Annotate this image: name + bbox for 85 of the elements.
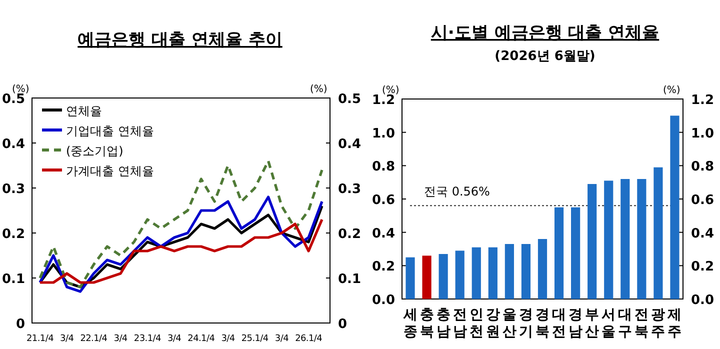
bar bbox=[422, 256, 432, 299]
x-tick-label: 서울 bbox=[602, 307, 616, 340]
x-tick-label: 제주 bbox=[666, 307, 682, 340]
x-tick-label: 3/4 bbox=[114, 334, 128, 344]
bar bbox=[620, 179, 630, 299]
chart-title: 예금은행 대출 연체율 추이 bbox=[78, 30, 282, 50]
bar bbox=[488, 247, 498, 299]
line-series bbox=[38, 218, 324, 284]
bar bbox=[504, 244, 514, 299]
bar bbox=[554, 207, 564, 299]
x-tick-label: 강원 bbox=[486, 307, 500, 340]
bar bbox=[538, 239, 548, 299]
x-tick-label: 26.1/4 bbox=[295, 334, 323, 344]
line-series bbox=[38, 160, 324, 288]
y2-tick-label: 1.2 bbox=[691, 93, 714, 108]
bar bbox=[604, 180, 614, 299]
y2-tick-label: 0.4 bbox=[338, 137, 362, 152]
legend-label: (중소기업) bbox=[66, 144, 124, 158]
y2-tick-label: 0.1 bbox=[338, 272, 362, 287]
x-tick-label: 경기 bbox=[518, 307, 533, 340]
y-tick-label: 0.6 bbox=[372, 193, 395, 208]
x-tick-label: 21.1/4 bbox=[26, 334, 54, 344]
x-tick-label: 세종 bbox=[402, 307, 418, 340]
x-tick-label: 전남 bbox=[452, 307, 467, 340]
y2-tick-label: 0.2 bbox=[338, 227, 362, 242]
x-tick-label: 경남 bbox=[568, 307, 583, 340]
y-tick-label: 1.2 bbox=[372, 93, 395, 108]
x-tick-label: 광주 bbox=[651, 307, 666, 340]
y-tick-label: 0.2 bbox=[372, 260, 395, 275]
y-tick-label: 0.4 bbox=[2, 137, 25, 152]
y-tick-label: 0.2 bbox=[2, 227, 25, 242]
x-tick-label: 22.1/4 bbox=[80, 334, 108, 344]
chart-title: 시·도별 예금은행 대출 연체율 bbox=[430, 23, 660, 43]
y2-tick-label: 0.6 bbox=[691, 193, 714, 208]
x-tick-label: 울산 bbox=[502, 307, 516, 340]
y2-tick-label: 1.0 bbox=[691, 126, 714, 142]
x-tick-label: 인천 bbox=[469, 307, 484, 340]
bar bbox=[455, 250, 464, 299]
y2-tick-label: 0.5 bbox=[338, 92, 362, 107]
bar bbox=[438, 254, 448, 299]
x-tick-label: 3/4 bbox=[167, 334, 182, 344]
y-tick-label: 1.0 bbox=[372, 126, 395, 142]
y-tick-label: 0.4 bbox=[372, 226, 395, 242]
bar bbox=[472, 247, 481, 299]
x-tick-label: 25.1/4 bbox=[241, 334, 269, 344]
bar bbox=[654, 167, 663, 299]
y-tick-label: 0.8 bbox=[372, 160, 395, 175]
bar bbox=[406, 257, 415, 299]
bar bbox=[521, 244, 531, 299]
y2-tick-label: 0.3 bbox=[338, 182, 362, 197]
x-tick-label: 부산 bbox=[585, 307, 600, 340]
y-axis-title: (%) bbox=[12, 84, 30, 95]
bar bbox=[670, 116, 680, 299]
y-tick-label: 0.5 bbox=[2, 92, 25, 107]
y-tick-label: 0.1 bbox=[2, 272, 25, 287]
y2-axis-title: (%) bbox=[663, 85, 680, 96]
y2-axis-title: (%) bbox=[310, 84, 328, 95]
x-tick-label: 충북 bbox=[420, 307, 434, 340]
x-tick-label: 24.1/4 bbox=[188, 334, 216, 344]
y2-tick-label: 0 bbox=[338, 317, 348, 332]
x-tick-label: 23.1/4 bbox=[134, 334, 162, 344]
bar bbox=[588, 184, 597, 299]
x-tick-label: 3/4 bbox=[221, 334, 236, 344]
x-tick-label: 대구 bbox=[618, 307, 632, 340]
y2-tick-label: 0.8 bbox=[691, 160, 714, 175]
chart-subtitle: (2026년 6월말) bbox=[494, 49, 596, 64]
y-tick-label: 0.0 bbox=[372, 293, 395, 308]
legend-label: 가계대출 연체율 bbox=[66, 164, 154, 178]
y-tick-label: 0.3 bbox=[2, 182, 25, 197]
x-tick-label: 경북 bbox=[536, 307, 550, 340]
legend-label: 기업대출 연체율 bbox=[66, 124, 154, 138]
ref-line-label: 전국 0.56% bbox=[424, 184, 490, 199]
x-tick-label: 전북 bbox=[634, 307, 649, 340]
x-tick-label: 3/4 bbox=[60, 334, 74, 344]
bar bbox=[637, 179, 646, 299]
y-tick-label: 0 bbox=[16, 317, 25, 332]
legend-label: 연체율 bbox=[66, 104, 102, 118]
x-tick-label: 충남 bbox=[436, 307, 450, 340]
y2-tick-label: 0.4 bbox=[691, 226, 714, 242]
y2-tick-label: 0.0 bbox=[691, 293, 714, 308]
x-tick-label: 3/4 bbox=[274, 334, 290, 344]
y-axis-title: (%) bbox=[382, 85, 400, 96]
x-tick-label: 대전 bbox=[552, 307, 566, 340]
y2-tick-label: 0.2 bbox=[691, 260, 714, 275]
bar bbox=[571, 207, 580, 299]
